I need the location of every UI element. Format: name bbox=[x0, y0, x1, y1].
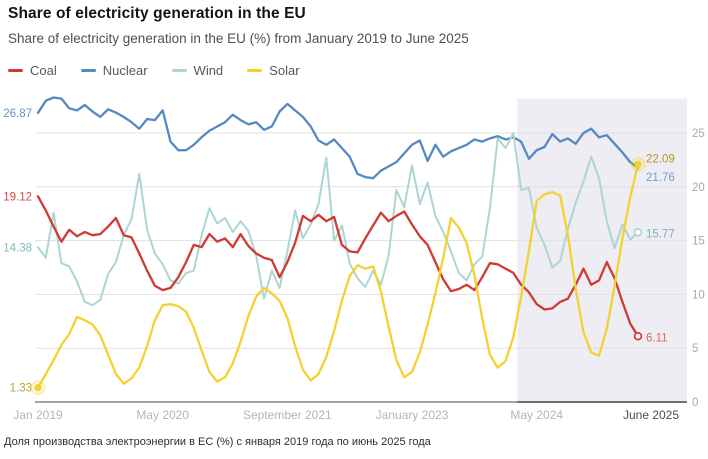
series-start-value-label: 19.12 bbox=[3, 191, 32, 203]
coal-end-ring bbox=[633, 332, 643, 341]
legend-item-solar: Solar bbox=[247, 63, 300, 78]
chart-subtitle: Share of electricity generation in the E… bbox=[8, 31, 469, 46]
x-axis-tick-label: May 2024 bbox=[510, 408, 563, 422]
coal-swatch-icon bbox=[8, 69, 23, 72]
series-start-value-label: 1.33 bbox=[10, 383, 32, 395]
legend-label: Coal bbox=[30, 63, 57, 78]
y-axis-tick-label: 20 bbox=[692, 182, 705, 194]
solar-marker-halo bbox=[30, 380, 46, 396]
nuclear-swatch-icon bbox=[80, 69, 96, 72]
legend-label: Nuclear bbox=[102, 63, 148, 78]
x-axis-tick-label: September 2021 bbox=[243, 408, 332, 422]
x-axis-tick-label: January 2023 bbox=[376, 408, 449, 422]
series-end-value-label: 15.77 bbox=[646, 228, 675, 240]
solar-end-dot bbox=[34, 383, 42, 392]
highlight-region bbox=[517, 98, 687, 403]
series-start-value-label: 14.38 bbox=[3, 242, 32, 254]
legend-item-nuclear: Nuclear bbox=[80, 63, 148, 78]
series-end-value-label: 21.76 bbox=[646, 172, 675, 184]
y-axis-tick-label: 10 bbox=[692, 289, 705, 301]
legend-item-wind: Wind bbox=[171, 63, 224, 78]
series-end-value-label: 6.11 bbox=[646, 332, 668, 344]
legend-label: Wind bbox=[193, 63, 224, 78]
series-start-value-label: 26.87 bbox=[3, 108, 32, 120]
x-axis-tick-label: May 2020 bbox=[136, 408, 189, 422]
y-axis-tick-label: 5 bbox=[692, 343, 698, 355]
series-end-value-label: 22.09 bbox=[646, 153, 675, 165]
wind-swatch-icon bbox=[171, 69, 187, 72]
solar-swatch-icon bbox=[247, 69, 263, 72]
y-axis-tick-label: 0 bbox=[692, 397, 698, 409]
chart-legend: Coal Nuclear Wind Solar bbox=[8, 63, 300, 78]
solar-marker-halo bbox=[630, 156, 646, 172]
wind-end-ring bbox=[633, 228, 643, 237]
chart-caption: Доля производства электроэнергии в ЕС (%… bbox=[4, 436, 431, 448]
legend-item-coal: Coal bbox=[8, 63, 57, 78]
x-axis-tick-label: Jan 2019 bbox=[13, 408, 63, 422]
legend-label: Solar bbox=[269, 63, 300, 78]
series-line-coal bbox=[36, 195, 640, 338]
generation-chart: 0 5 10 15 20 25 26.87 19.12 14.38 1.33 22.09 21.76 1… bbox=[3, 96, 705, 422]
page-title: Share of electricity generation in the E… bbox=[8, 5, 306, 22]
series-line-solar bbox=[36, 163, 640, 389]
y-axis-tick-label: 15 bbox=[692, 236, 705, 248]
x-axis-tick-label: June 2025 bbox=[623, 408, 679, 422]
y-axis-tick-label: 25 bbox=[692, 128, 705, 140]
solar-end-dot bbox=[634, 160, 642, 169]
chart-area: 0 5 10 15 20 25 26.87 19.12 14.38 1.33 22.09 21.76 1… bbox=[0, 92, 708, 432]
series-line-nuclear bbox=[36, 96, 640, 180]
